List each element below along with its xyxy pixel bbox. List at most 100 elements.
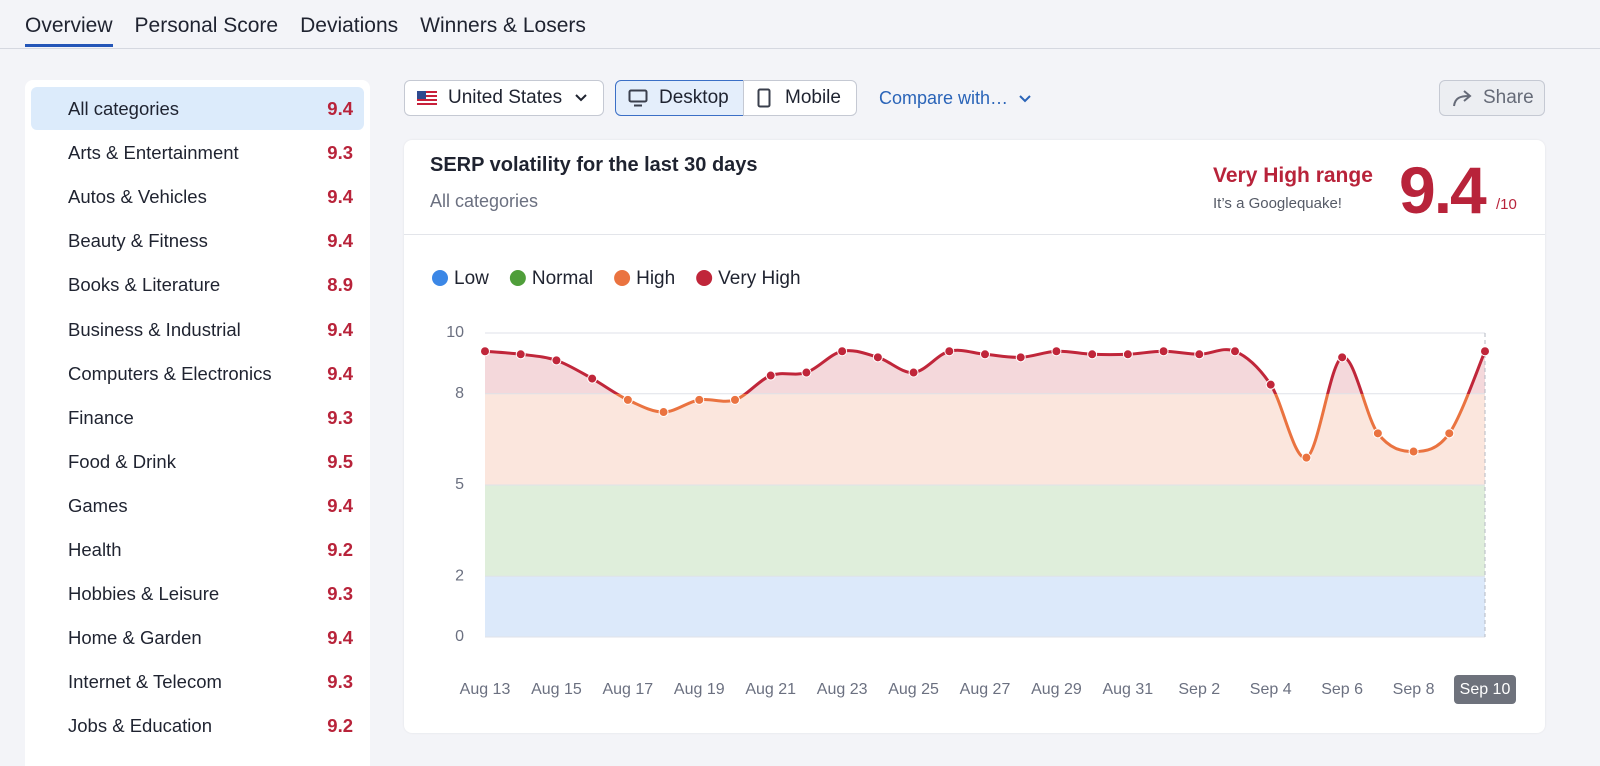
category-item[interactable]: Internet & Telecom 9.3 <box>31 660 364 703</box>
point <box>1230 346 1240 357</box>
category-item[interactable]: Autos & Vehicles 9.4 <box>31 175 364 218</box>
category-name: Books & Literature <box>68 274 221 296</box>
category-item[interactable]: Health 9.2 <box>31 528 364 571</box>
volatility-chart: Low Normal High Very High 0 2 5 8 10 Aug 13 Aug 15… <box>432 268 1516 704</box>
point <box>1337 352 1348 363</box>
point <box>694 394 705 405</box>
tab[interactable]: Winners & Losers <box>420 14 586 37</box>
band-fill <box>485 485 1485 577</box>
y-tick-label: 8 <box>455 385 464 402</box>
point <box>480 346 490 357</box>
x-tick-label: Aug 29 <box>1031 681 1082 698</box>
legend-dot <box>509 270 526 286</box>
desktop-toggle[interactable]: Desktop <box>615 80 744 116</box>
category-item[interactable]: Food & Drink 9.5 <box>31 440 364 483</box>
category-score: 9.4 <box>327 627 353 649</box>
point <box>1158 346 1169 357</box>
tab[interactable]: Personal Score <box>134 14 279 37</box>
x-tick-label: Sep 6 <box>1321 681 1363 698</box>
tab[interactable]: Deviations <box>300 14 399 37</box>
category-item[interactable]: Business & Industrial 9.4 <box>31 308 364 351</box>
legend-label: High <box>636 268 675 289</box>
x-tick-label: Sep 8 <box>1393 681 1435 698</box>
category-name: Internet & Telecom <box>68 671 222 693</box>
category-name: Beauty & Fitness <box>68 230 208 252</box>
point <box>980 349 990 360</box>
category-score: 9.2 <box>327 539 353 560</box>
legend-label: Very High <box>718 268 800 289</box>
category-name: Games <box>68 494 128 516</box>
category-item[interactable]: Home & Garden 9.4 <box>31 616 364 659</box>
y-tick-label: 2 <box>455 567 464 584</box>
mobile-label: Mobile <box>785 87 841 108</box>
category-score: 9.4 <box>327 98 353 119</box>
point <box>1265 379 1276 390</box>
category-name: Home & Garden <box>68 627 202 649</box>
x-tick-label: Aug 13 <box>460 681 511 698</box>
point <box>1444 428 1455 439</box>
legend-label: Normal <box>532 268 593 289</box>
share-button[interactable]: Share <box>1439 80 1545 116</box>
category-name: Computers & Electronics <box>68 362 272 384</box>
point <box>1372 428 1383 439</box>
point <box>944 346 955 357</box>
tab[interactable]: Overview <box>25 14 113 47</box>
x-tick-label: Aug 27 <box>960 681 1011 698</box>
legend-dot <box>696 270 713 286</box>
score-value: 9.4 <box>1399 153 1487 227</box>
category-score: 8.9 <box>327 274 353 296</box>
category-score: 9.3 <box>327 583 353 605</box>
share-label: Share <box>1483 87 1534 108</box>
x-tick-label: Sep 4 <box>1250 681 1292 698</box>
category-name: Business & Industrial <box>68 318 241 340</box>
category-item[interactable]: Beauty & Fitness 9.4 <box>31 219 364 262</box>
mobile-toggle[interactable]: Mobile <box>743 80 857 116</box>
category-name: Jobs & Education <box>68 715 212 737</box>
category-item[interactable]: Arts & Entertainment 9.3 <box>31 131 364 174</box>
x-tick-label: Aug 23 <box>817 681 868 698</box>
y-tick-label: 5 <box>455 476 464 493</box>
point <box>908 367 919 378</box>
category-item[interactable]: Computers & Electronics 9.4 <box>31 352 364 395</box>
category-item[interactable]: Jobs & Education 9.2 <box>31 704 364 747</box>
category-list: All categories 9.4 Arts & Entertainment 9.3… <box>25 80 370 766</box>
band-fill <box>485 576 1485 637</box>
point <box>1194 349 1205 360</box>
point <box>1408 446 1419 457</box>
category-item[interactable]: Books & Literature 8.9 <box>31 263 364 306</box>
category-name: Arts & Entertainment <box>68 142 239 164</box>
category-score: 9.2 <box>327 715 353 737</box>
score-suffix: /10 <box>1496 196 1517 213</box>
category-score: 9.4 <box>327 186 353 208</box>
y-tick-label: 0 <box>455 628 464 645</box>
point <box>765 370 776 381</box>
category-name: Health <box>68 539 122 560</box>
category-item[interactable]: All categories 9.4 <box>31 87 364 130</box>
point <box>622 394 633 405</box>
category-score: 9.4 <box>327 494 353 516</box>
desktop-label: Desktop <box>659 87 729 108</box>
category-score: 9.5 <box>327 450 353 472</box>
point <box>551 355 562 366</box>
x-label-highlight <box>1454 675 1516 704</box>
chevron-icon <box>575 94 587 102</box>
compare-label: Compare with… <box>879 88 1009 108</box>
range-note: It’s a Googlequake! <box>1213 195 1342 212</box>
compare-link[interactable]: Compare with… <box>879 88 1032 109</box>
legend-dot <box>432 270 448 286</box>
category-item[interactable]: Games 9.4 <box>31 484 364 527</box>
chart-card: SERP volatility for the last 30 days All… <box>404 140 1545 733</box>
point <box>1301 452 1312 463</box>
flag-icon <box>417 91 437 105</box>
category-item[interactable]: Hobbies & Leisure 9.3 <box>31 572 364 615</box>
band-fill <box>485 393 1485 485</box>
country-dropdown[interactable]: United States <box>404 80 604 116</box>
point <box>1051 346 1062 357</box>
point <box>515 349 526 360</box>
point <box>1087 349 1098 360</box>
y-tick-label: 10 <box>446 324 464 341</box>
category-item[interactable]: Finance 9.3 <box>31 396 364 439</box>
chart-title: SERP volatility for the last 30 days <box>430 154 758 176</box>
legend-dot <box>614 270 631 286</box>
